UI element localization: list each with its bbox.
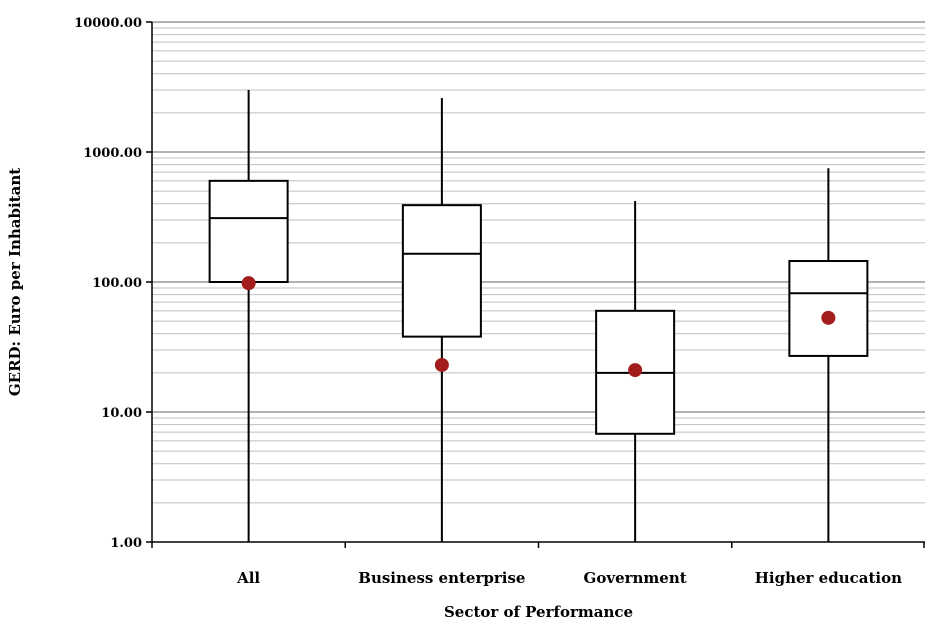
- box-government: [595, 200, 676, 542]
- iqr-box: [788, 260, 869, 357]
- y-tick-label: 1000.00: [83, 146, 142, 161]
- axes: [146, 21, 925, 548]
- box-business-enterprise: [401, 98, 482, 542]
- y-tick-label: 1.00: [110, 536, 142, 551]
- y-tick-label: 10000.00: [74, 16, 142, 31]
- mean-marker: [434, 357, 449, 372]
- category-label: Government: [584, 569, 687, 587]
- mean-marker: [821, 310, 836, 325]
- x-axis-title: Sector of Performance: [444, 603, 633, 621]
- y-tick-label: 10.00: [101, 406, 142, 421]
- mean-marker: [628, 363, 643, 378]
- category-label: Higher education: [755, 569, 902, 587]
- box-all: [208, 89, 289, 542]
- category-label: All: [236, 569, 260, 587]
- y-tick-label: 100.00: [92, 276, 142, 291]
- labels: 1.00 10.00 100.00 1000.00 10000.00 All Busines…: [74, 16, 902, 587]
- y-axis-title: GERD: Euro per Inhabitant: [6, 168, 24, 396]
- boxes: [208, 89, 869, 542]
- category-label: Business enterprise: [358, 569, 525, 587]
- iqr-box: [208, 179, 289, 283]
- iqr-box: [401, 204, 482, 338]
- box-higher-education: [788, 168, 869, 542]
- mean-marker: [241, 276, 256, 291]
